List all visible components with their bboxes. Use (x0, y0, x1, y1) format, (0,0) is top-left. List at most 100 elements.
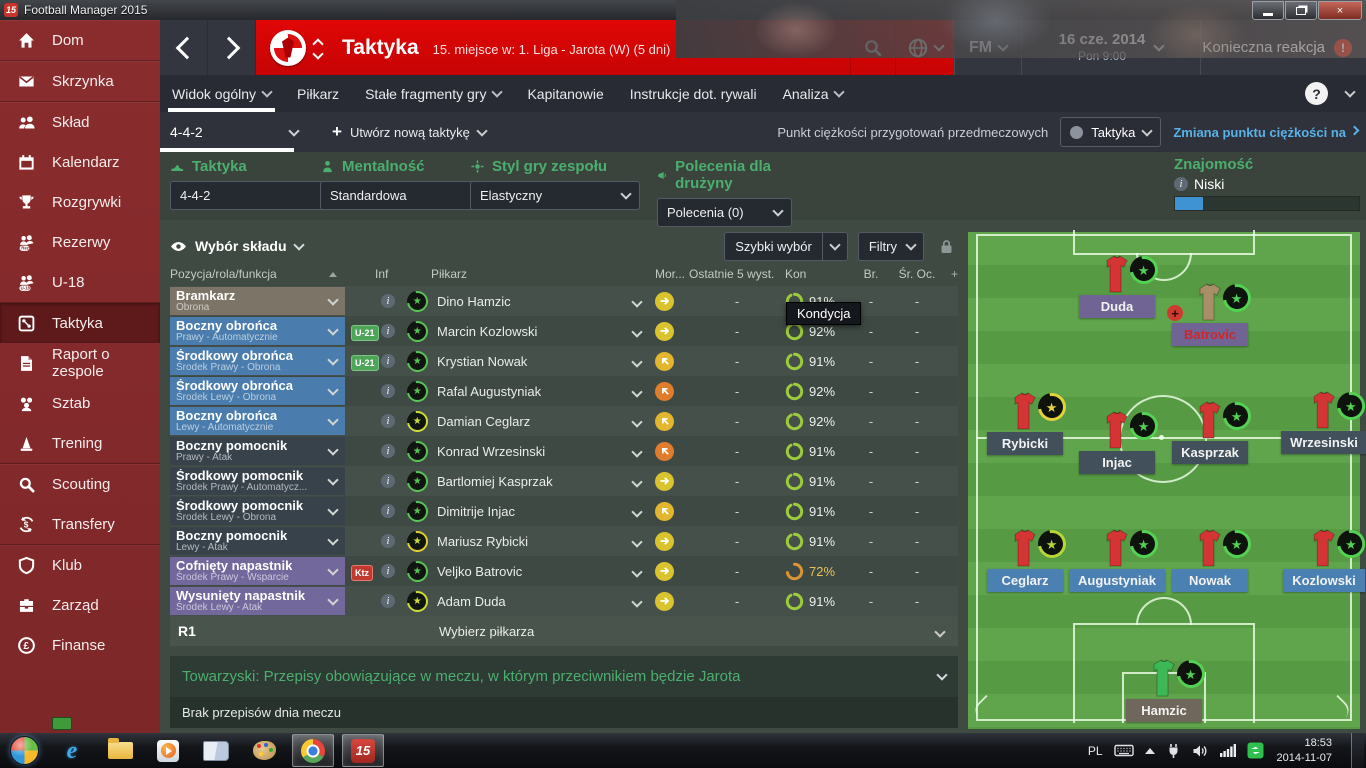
tab-widok-ogólny[interactable]: Widok ogólny (167, 75, 276, 112)
sidebar-item-u-18[interactable]: U-18 U-18 (0, 262, 160, 302)
sidebar-item-trening[interactable]: Trening (0, 423, 160, 463)
col-player[interactable]: Piłkarz (431, 267, 468, 281)
taskbar-internet-explorer[interactable]: e (52, 735, 92, 766)
position-cell[interactable]: Cofnięty napastnik Środek Prawy - Wsparci… (170, 557, 345, 585)
quick-pick-button[interactable]: Szybki wybór (724, 231, 848, 261)
taktyka-dropdown[interactable]: 4-4-2 (170, 181, 340, 210)
player-name[interactable]: Konrad Wrzesinski (437, 443, 546, 459)
pitch-player-duda[interactable]: ★ Duda (1079, 250, 1164, 318)
position-cell[interactable]: Bramkarz Obrona (170, 287, 345, 315)
position-cell[interactable]: Boczny obrońca Lewy - Automatycznie (170, 407, 345, 435)
tab-stałe-fragmenty-gry[interactable]: Stałe fragmenty gry (365, 75, 504, 112)
sidebar-item-skrzynka[interactable]: Skrzynka (0, 61, 160, 101)
keyboard-icon[interactable] (1113, 744, 1134, 757)
pitch-player-kasprzak[interactable]: ★ Kasprzak (1172, 396, 1257, 464)
pitch-player-nowak[interactable]: ★ Nowak (1172, 524, 1257, 592)
sidebar-item-taktyka[interactable]: Taktyka (0, 303, 160, 343)
sidebar-item-scouting[interactable]: Scouting (0, 464, 160, 504)
pitch-player-injac[interactable]: ★ Injac (1079, 406, 1164, 474)
col-avg[interactable]: Śr. Oc. (898, 267, 936, 281)
player-name[interactable]: Veljko Batrovic (437, 563, 523, 579)
player-name[interactable]: Rafal Augustyniak (437, 383, 542, 399)
squad-selection-menu[interactable]: Wybór składu (170, 238, 305, 255)
shareaza-tray-icon[interactable] (1247, 742, 1264, 759)
network-icon[interactable] (1219, 744, 1236, 757)
pitch-player-rybicki[interactable]: ★ Rybicki (987, 387, 1072, 455)
info-icon[interactable]: i (381, 594, 395, 608)
col-inf[interactable]: Inf (375, 267, 389, 281)
sidebar-item-sztab[interactable]: Sztab (0, 383, 160, 423)
tab-kapitanowie[interactable]: Kapitanowie (527, 75, 603, 112)
info-icon[interactable]: i (381, 564, 395, 578)
col-condition[interactable]: Kon (785, 267, 807, 281)
close-button[interactable]: × (1318, 1, 1362, 20)
player-name[interactable]: Krystian Nowak (437, 353, 528, 369)
club-crest[interactable] (270, 29, 306, 66)
pitch-player-ceglarz[interactable]: ★ Ceglarz (987, 524, 1072, 592)
taskbar-chrome-browser[interactable] (292, 734, 334, 767)
player-name[interactable]: Damian Ceglarz (437, 413, 531, 429)
col-position[interactable]: Pozycja/rola/funkcja (170, 267, 345, 281)
info-icon[interactable]: i (381, 474, 395, 488)
player-dropdown[interactable] (631, 354, 655, 369)
info-icon[interactable]: i (381, 384, 395, 398)
pitch-player-batrovic[interactable]: ★ + Batrovic (1167, 278, 1257, 346)
forward-button[interactable] (208, 20, 256, 75)
match-prep-select[interactable]: Taktyka (1060, 117, 1162, 147)
show-desktop-button[interactable] (1351, 733, 1364, 768)
taskbar-media-player[interactable] (148, 735, 188, 766)
position-cell[interactable]: Boczny obrońca Prawy - Automatycznie (170, 317, 345, 345)
minimize-button[interactable] (1252, 1, 1284, 20)
power-plug-icon[interactable] (1166, 743, 1181, 759)
player-dropdown[interactable] (631, 444, 655, 459)
taskbar-windows-explorer[interactable] (100, 735, 140, 766)
player-name[interactable]: Dimitrije Injac (437, 503, 516, 519)
position-cell[interactable]: Środkowy pomocnik Środek Lewy - Obrona (170, 497, 345, 525)
position-cell[interactable]: Boczny pomocnik Prawy - Atak (170, 437, 345, 465)
restore-button[interactable] (1285, 1, 1317, 20)
tactic-select[interactable]: 4-4-2 (160, 112, 308, 152)
filters-button[interactable]: Filtry (857, 231, 924, 261)
col-br[interactable]: Br. (863, 267, 879, 281)
player-dropdown[interactable] (631, 504, 655, 519)
player-name[interactable]: Marcin Kozlowski (437, 323, 538, 339)
info-icon[interactable]: i (381, 504, 395, 518)
tab-piłkarz[interactable]: Piłkarz (297, 75, 339, 112)
help-button[interactable]: ? (1305, 82, 1328, 105)
sidebar-item-skład[interactable]: Skład (0, 102, 160, 142)
player-dropdown[interactable] (631, 594, 655, 609)
sidebar-item-transfery[interactable]: $ Transfery (0, 504, 160, 544)
player-dropdown[interactable] (631, 474, 655, 489)
info-icon[interactable]: i (381, 354, 395, 368)
pitch-player-kozlowski[interactable]: ★ Kozlowski (1283, 524, 1366, 592)
sidebar-item-dom[interactable]: Dom (0, 20, 160, 60)
tab-instrukcje-dot-rywali[interactable]: Instrukcje dot. rywali (630, 75, 757, 112)
info-icon[interactable]: i (381, 294, 395, 308)
pitch-player-wrzesinski[interactable]: ★ Wrzesinski (1281, 386, 1366, 454)
mentalność-dropdown[interactable]: Standardowa (320, 181, 490, 210)
create-tactic-button[interactable]: + Utwórz nową taktykę (332, 122, 488, 142)
col-add[interactable]: + (950, 267, 958, 281)
info-icon[interactable]: i (381, 414, 395, 428)
sidebar-item-finanse[interactable]: £ Finanse (0, 625, 160, 665)
taskbar-start-button[interactable] (4, 735, 44, 766)
sidebar-item-raport-o-zespole[interactable]: Raport o zespole (0, 343, 160, 383)
clock[interactable]: 18:53 2014-11-07 (1277, 736, 1332, 765)
player-dropdown[interactable] (631, 414, 655, 429)
position-cell[interactable]: Środkowy obrońca Środek Prawy - Obrona (170, 347, 345, 375)
player-name[interactable]: Mariusz Rybicki (437, 533, 529, 549)
col-morale[interactable]: Mor... (655, 267, 686, 281)
lock-button[interactable] (934, 233, 958, 260)
player-dropdown[interactable] (631, 534, 655, 549)
col-last5[interactable]: Ostatnie 5 wyst. (689, 267, 775, 281)
sidebar-item-zarząd[interactable]: Zarząd (0, 585, 160, 625)
player-name[interactable]: Adam Duda (437, 593, 506, 609)
sidebar-item-kalendarz[interactable]: Kalendarz (0, 142, 160, 182)
styl-gry-zespołu-dropdown[interactable]: Elastyczny (470, 181, 640, 210)
position-cell[interactable]: Wysunięty napastnik Środek Lewy - Atak (170, 587, 345, 615)
player-dropdown[interactable] (631, 384, 655, 399)
sidebar-item-rozgrywki[interactable]: Rozgrywki (0, 182, 160, 222)
back-button[interactable] (160, 20, 208, 75)
change-focus-link[interactable]: Zmiana punktu ciężkości na (1173, 125, 1360, 140)
match-rules-header[interactable]: Towarzyski: Przepisy obowiązujące w mecz… (170, 656, 958, 697)
